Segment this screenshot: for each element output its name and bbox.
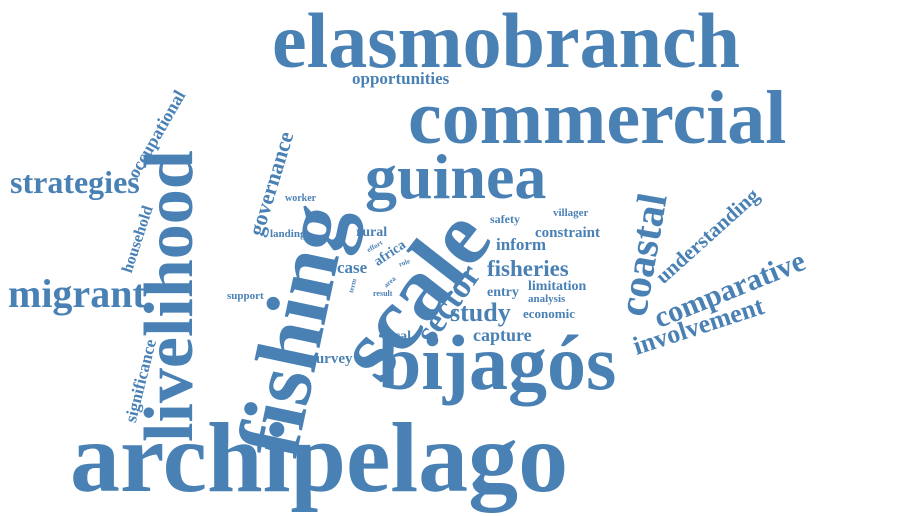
word-inform: inform (496, 235, 547, 254)
word-local: local (383, 329, 411, 344)
word-economic: economic (523, 306, 575, 321)
word-elasmobranch: elasmobranch (272, 0, 740, 84)
word-bijagos: bijagós (378, 319, 617, 406)
word-case: case (337, 258, 368, 277)
word-entry: entry (487, 285, 519, 300)
word-study: study (450, 298, 511, 327)
word-safety: safety (490, 212, 520, 226)
word-analysis: analysis (528, 293, 566, 305)
word-capture: capture (473, 325, 532, 345)
word-survey: survey (310, 351, 353, 367)
word-limitation: limitation (528, 279, 587, 294)
word-rural: rural (356, 225, 388, 240)
word-landing: landing (270, 228, 306, 240)
word-strategies: strategies (10, 164, 140, 200)
word-opportunities: opportunities (352, 69, 450, 88)
word-constraint: constraint (535, 225, 600, 241)
word-archipelago: archipelago (70, 402, 569, 513)
word-fisheries: fisheries (487, 256, 569, 281)
word-villager: villager (553, 207, 589, 219)
word-support: support (227, 290, 264, 302)
word-migrant: migrant (8, 271, 146, 316)
word-worker: worker (285, 193, 317, 204)
word-commercial: commercial (408, 76, 787, 160)
word-guinea: guinea (365, 141, 547, 212)
word-result: result (373, 289, 393, 298)
